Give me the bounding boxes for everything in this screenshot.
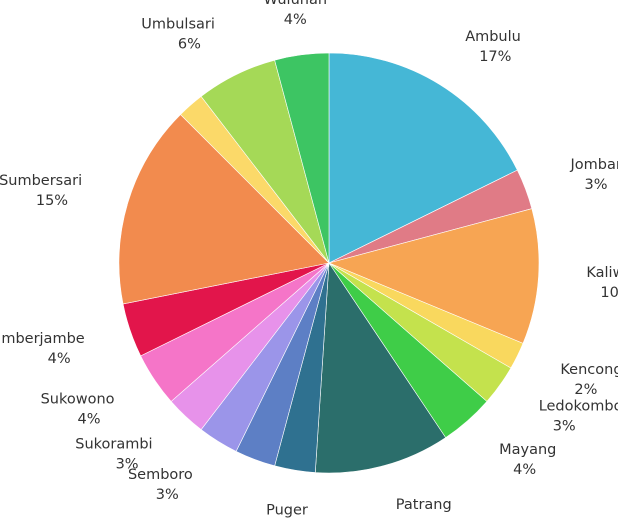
slice-percent: 17%: [479, 49, 511, 65]
slice-label-wuluhan: Wuluhan 4%: [264, 0, 328, 28]
slice-label-mayang: Mayang 4%: [499, 442, 556, 478]
slice-percent: 3%: [156, 487, 179, 503]
pie-slices: [118, 52, 540, 474]
slice-name: Sukowono: [41, 391, 115, 407]
slice-label-sumbersari: Sumbersari 15%: [0, 173, 82, 209]
pie-slice-sumbersari: [118, 114, 330, 305]
slice-percent: 3%: [116, 456, 139, 472]
slice-name: Ambulu: [465, 29, 521, 45]
slice-name: Jombang: [570, 157, 618, 173]
slice-name: Semboro: [128, 467, 193, 483]
slice-label-semboro: Semboro 3%: [128, 467, 193, 503]
slice-percent: 10%: [600, 285, 618, 301]
slice-percent: 3%: [553, 418, 576, 434]
slice-percent: 15%: [36, 193, 68, 209]
slice-name: Patrang: [396, 497, 452, 513]
slice-name: Umbulsari: [141, 17, 215, 33]
slice-label-ambulu: Ambulu 17%: [465, 29, 521, 65]
slice-percent: 2%: [574, 382, 597, 398]
slice-name: Puger: [266, 503, 308, 518]
slice-name: Ledokombo: [539, 398, 618, 414]
slice-percent: 3%: [585, 177, 608, 193]
slice-name: Wuluhan: [264, 0, 328, 8]
slice-label-patrang: Patrang10%: [396, 497, 452, 518]
slice-name: Sukorambi: [75, 436, 152, 452]
slice-percent: 4%: [48, 351, 71, 367]
slice-label-kencong: Kencong 2%: [560, 362, 618, 398]
slice-name: Mayang: [499, 442, 556, 458]
pie-slice-kaliwates: [328, 208, 540, 344]
slice-percent: 4%: [284, 12, 307, 28]
slice-label-umbulsari: Umbulsari 6%: [141, 17, 215, 53]
slice-percent: 4%: [77, 411, 100, 427]
slice-label-sukowono: Sukowono 4%: [41, 391, 115, 427]
slice-label-sumberjambe: Sumberjambe 4%: [0, 331, 85, 367]
slice-percent: 4%: [513, 462, 536, 478]
slice-label-puger: Puger3%: [266, 503, 308, 518]
slice-name: Kencong: [560, 362, 618, 378]
slice-percent: 6%: [178, 37, 201, 53]
slice-name: Kaliwates: [586, 265, 618, 281]
slice-label-kaliwates: Kaliwates 10%: [586, 265, 618, 301]
slice-label-sukorambi: Sukorambi 3%: [75, 436, 152, 472]
slice-name: Sumberjambe: [0, 331, 85, 347]
slice-label-jombang: Jombang 3%: [570, 157, 618, 193]
pie-slice-ambulu: [328, 52, 518, 264]
pie-slice-wuluhan: [274, 52, 330, 264]
pie-slice-patrang: [314, 262, 447, 474]
slice-name: Sumbersari: [0, 173, 82, 189]
slice-label-ledokombo: Ledokombo 3%: [539, 398, 618, 434]
